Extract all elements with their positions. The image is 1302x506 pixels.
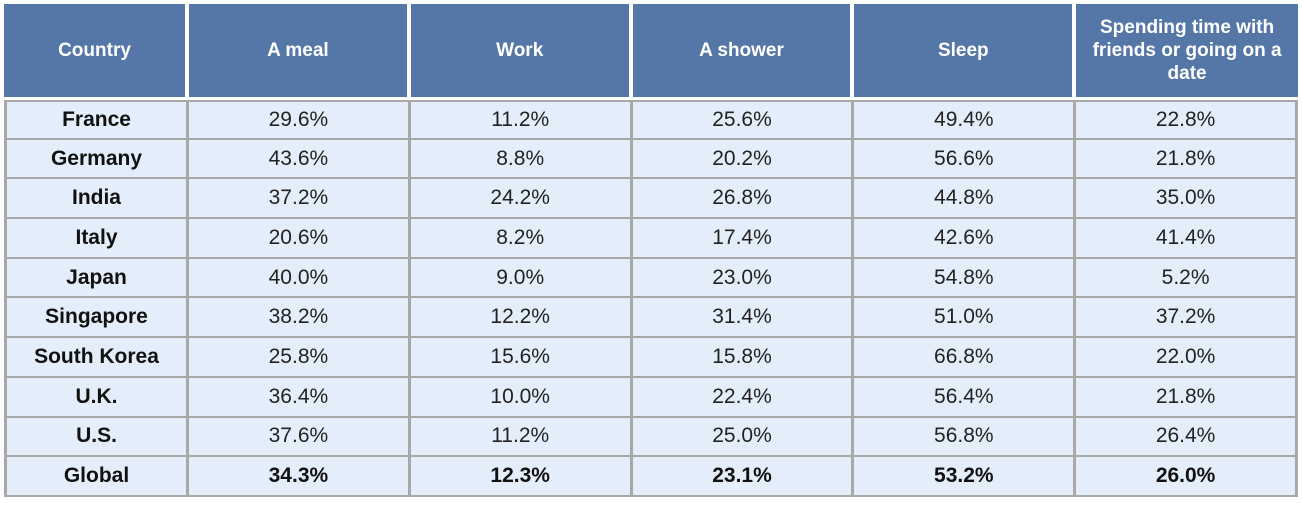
column-header: A shower bbox=[632, 4, 855, 100]
value-cell: 15.6% bbox=[410, 338, 633, 378]
country-cell: U.S. bbox=[4, 417, 189, 458]
header-row: Country A meal Work A shower Sleep Spend… bbox=[4, 4, 1298, 100]
table-row: India 37.2% 24.2% 26.8% 44.8% 35.0% bbox=[4, 179, 1298, 220]
country-cell: Japan bbox=[4, 258, 189, 299]
column-header: Sleep bbox=[854, 4, 1077, 100]
value-cell: 26.0% bbox=[1076, 457, 1298, 497]
value-cell: 23.0% bbox=[632, 258, 855, 299]
value-cell: 15.8% bbox=[632, 338, 855, 378]
value-cell: 25.8% bbox=[189, 338, 411, 378]
value-cell: 44.8% bbox=[854, 179, 1077, 220]
value-cell: 23.1% bbox=[632, 457, 855, 497]
value-cell: 12.2% bbox=[410, 298, 633, 339]
column-header: Work bbox=[410, 4, 633, 100]
value-cell: 56.4% bbox=[854, 377, 1077, 418]
country-cell: France bbox=[4, 100, 189, 140]
value-cell: 21.8% bbox=[1076, 139, 1298, 180]
value-cell: 26.4% bbox=[1076, 417, 1298, 458]
column-header: Spending time with friends or going on a… bbox=[1076, 4, 1298, 100]
country-cell: Italy bbox=[4, 219, 189, 259]
value-cell: 40.0% bbox=[189, 258, 411, 299]
value-cell: 41.4% bbox=[1076, 219, 1298, 259]
value-cell: 37.2% bbox=[1076, 298, 1298, 339]
value-cell: 34.3% bbox=[189, 457, 411, 497]
country-cell: Global bbox=[4, 457, 189, 497]
data-table: Country A meal Work A shower Sleep Spend… bbox=[4, 4, 1298, 497]
table-row: Germany 43.6% 8.8% 20.2% 56.6% 21.8% bbox=[4, 139, 1298, 180]
country-cell: India bbox=[4, 179, 189, 220]
column-header: Country bbox=[4, 4, 189, 100]
value-cell: 5.2% bbox=[1076, 258, 1298, 299]
table-body: France 29.6% 11.2% 25.6% 49.4% 22.8% Germany 43… bbox=[4, 100, 1298, 497]
value-cell: 20.6% bbox=[189, 219, 411, 259]
value-cell: 29.6% bbox=[189, 100, 411, 140]
table-row: U.S. 37.6% 11.2% 25.0% 56.8% 26.4% bbox=[4, 417, 1298, 458]
table-row: France 29.6% 11.2% 25.6% 49.4% 22.8% bbox=[4, 100, 1298, 140]
value-cell: 21.8% bbox=[1076, 377, 1298, 418]
value-cell: 56.6% bbox=[854, 139, 1077, 180]
value-cell: 25.6% bbox=[632, 100, 855, 140]
value-cell: 20.2% bbox=[632, 139, 855, 180]
country-cell: South Korea bbox=[4, 338, 189, 378]
value-cell: 66.8% bbox=[854, 338, 1077, 378]
value-cell: 56.8% bbox=[854, 417, 1077, 458]
value-cell: 37.2% bbox=[189, 179, 411, 220]
value-cell: 51.0% bbox=[854, 298, 1077, 339]
value-cell: 12.3% bbox=[410, 457, 633, 497]
table-row-global: Global 34.3% 12.3% 23.1% 53.2% 26.0% bbox=[4, 457, 1298, 497]
value-cell: 31.4% bbox=[632, 298, 855, 339]
value-cell: 38.2% bbox=[189, 298, 411, 339]
value-cell: 25.0% bbox=[632, 417, 855, 458]
value-cell: 8.8% bbox=[410, 139, 633, 180]
value-cell: 17.4% bbox=[632, 219, 855, 259]
table-row: U.K. 36.4% 10.0% 22.4% 56.4% 21.8% bbox=[4, 377, 1298, 418]
table-row: Singapore 38.2% 12.2% 31.4% 51.0% 37.2% bbox=[4, 298, 1298, 339]
value-cell: 37.6% bbox=[189, 417, 411, 458]
value-cell: 10.0% bbox=[410, 377, 633, 418]
column-header: A meal bbox=[189, 4, 411, 100]
value-cell: 54.8% bbox=[854, 258, 1077, 299]
table-row: Italy 20.6% 8.2% 17.4% 42.6% 41.4% bbox=[4, 219, 1298, 259]
value-cell: 42.6% bbox=[854, 219, 1077, 259]
value-cell: 8.2% bbox=[410, 219, 633, 259]
value-cell: 49.4% bbox=[854, 100, 1077, 140]
value-cell: 26.8% bbox=[632, 179, 855, 220]
value-cell: 22.8% bbox=[1076, 100, 1298, 140]
data-table-container: Country A meal Work A shower Sleep Spend… bbox=[4, 4, 1298, 502]
value-cell: 43.6% bbox=[189, 139, 411, 180]
value-cell: 11.2% bbox=[410, 100, 633, 140]
country-cell: U.K. bbox=[4, 377, 189, 418]
value-cell: 24.2% bbox=[410, 179, 633, 220]
value-cell: 11.2% bbox=[410, 417, 633, 458]
value-cell: 9.0% bbox=[410, 258, 633, 299]
table-row: Japan 40.0% 9.0% 23.0% 54.8% 5.2% bbox=[4, 258, 1298, 299]
value-cell: 53.2% bbox=[854, 457, 1077, 497]
value-cell: 22.4% bbox=[632, 377, 855, 418]
value-cell: 22.0% bbox=[1076, 338, 1298, 378]
value-cell: 36.4% bbox=[189, 377, 411, 418]
country-cell: Singapore bbox=[4, 298, 189, 339]
table-row: South Korea 25.8% 15.6% 15.8% 66.8% 22.0% bbox=[4, 338, 1298, 378]
value-cell: 35.0% bbox=[1076, 179, 1298, 220]
country-cell: Germany bbox=[4, 139, 189, 180]
